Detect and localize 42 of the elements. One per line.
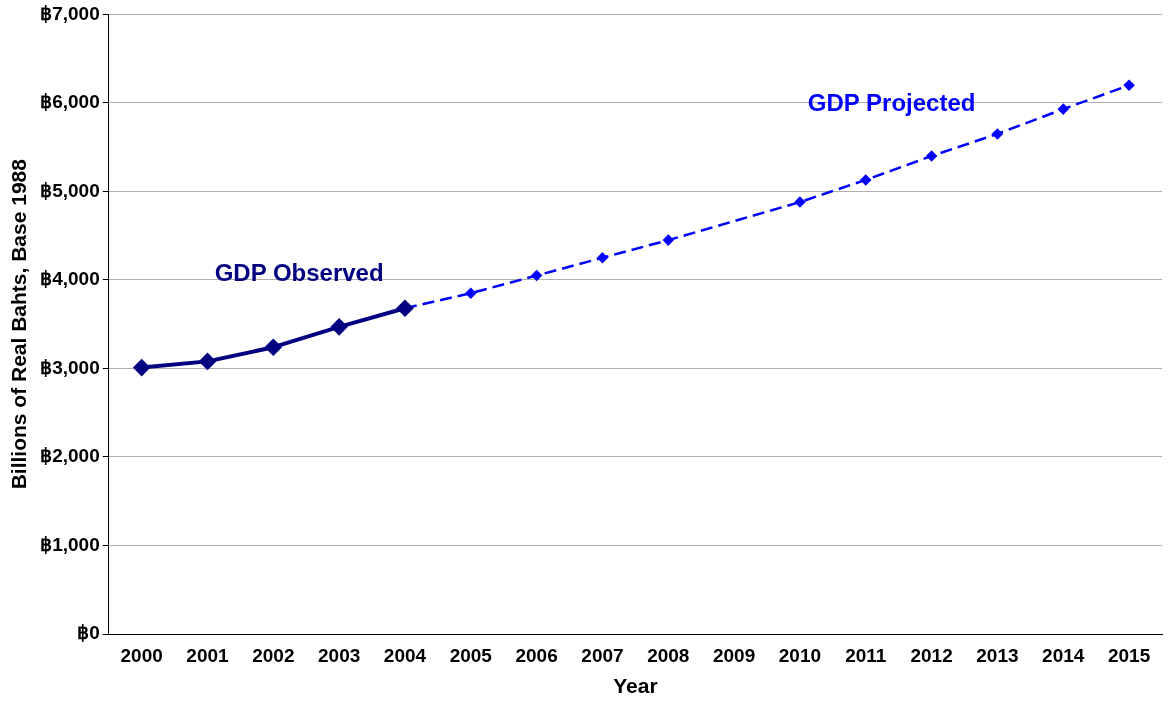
series-label: GDP Projected bbox=[807, 88, 976, 116]
x-tick-label: 2014 bbox=[1042, 644, 1085, 666]
x-tick-label: 2008 bbox=[647, 644, 690, 666]
series-label: GDP Observed bbox=[214, 259, 384, 287]
x-tick-label: 2007 bbox=[581, 644, 624, 666]
y-tick-label: ฿4,000 bbox=[40, 268, 100, 290]
x-tick-label: 2004 bbox=[383, 644, 427, 666]
y-axis-title: Billions of Real Bahts, Base 1988 bbox=[7, 158, 31, 490]
x-tick-label: 2006 bbox=[515, 644, 558, 666]
point bbox=[133, 359, 150, 376]
y-tick-label: ฿3,000 bbox=[40, 356, 100, 378]
point bbox=[1058, 103, 1069, 115]
y-tick-label: ฿5,000 bbox=[40, 179, 100, 201]
y-tick-label: ฿0 bbox=[77, 622, 100, 644]
x-tick-label: 2002 bbox=[252, 644, 295, 666]
x-tick-label: 2010 bbox=[778, 644, 822, 666]
y-tick-label: ฿7,000 bbox=[40, 2, 100, 24]
x-tick-label: 2000 bbox=[120, 644, 163, 666]
point bbox=[794, 196, 806, 208]
point bbox=[597, 252, 608, 264]
x-tick-label: 2001 bbox=[186, 644, 230, 666]
x-tick-label: 2012 bbox=[910, 644, 953, 666]
point bbox=[465, 287, 477, 299]
point bbox=[265, 339, 282, 356]
x-tick-label: 2005 bbox=[449, 644, 493, 666]
point bbox=[531, 270, 542, 281]
x-tick-label: 2003 bbox=[318, 644, 361, 666]
point bbox=[992, 128, 1003, 140]
point bbox=[199, 353, 216, 370]
x-tick-label: 2009 bbox=[712, 644, 756, 666]
y-tick-label: ฿1,000 bbox=[40, 533, 100, 555]
point bbox=[663, 234, 674, 246]
point bbox=[1123, 79, 1135, 91]
x-tick-label: 2013 bbox=[976, 644, 1019, 666]
x-tick-label: 2015 bbox=[1107, 644, 1151, 666]
point bbox=[860, 174, 872, 186]
x-tick-label: 2011 bbox=[845, 644, 887, 666]
y-tick-label: ฿6,000 bbox=[40, 91, 100, 113]
x-axis-title: Year bbox=[613, 674, 658, 698]
y-tick-label: ฿2,000 bbox=[40, 445, 100, 467]
point bbox=[926, 150, 937, 162]
point bbox=[331, 318, 348, 335]
